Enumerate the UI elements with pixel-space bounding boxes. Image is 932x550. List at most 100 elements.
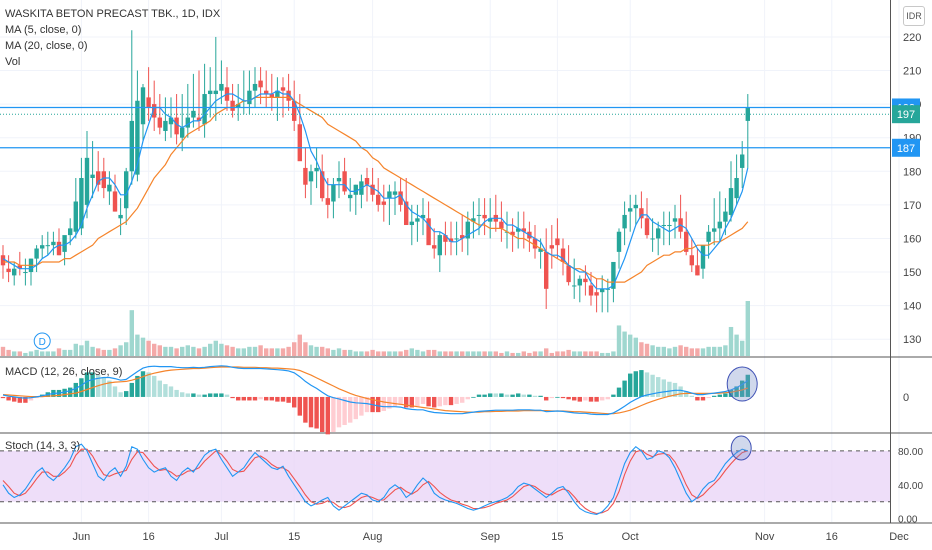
price-badge-label: 197 (897, 109, 915, 121)
stoch-band (0, 450, 890, 502)
macd-histogram-bar (62, 388, 67, 397)
macd-histogram-bar (437, 396, 442, 407)
volume-bar (432, 349, 437, 356)
macd-histogram-bar (678, 386, 683, 397)
macd-histogram-bar (359, 396, 364, 416)
candle-body (454, 238, 459, 240)
volume-bar (583, 351, 588, 356)
time-tick-label: 16 (826, 531, 838, 543)
candle-body (303, 167, 308, 185)
volume-legend-label: Vol (5, 56, 21, 68)
volume-bar (460, 351, 465, 356)
candle-body (409, 221, 414, 226)
volume-bar (493, 351, 498, 356)
volume-bar (359, 351, 364, 356)
volume-bar (275, 348, 280, 356)
volume-bar (264, 348, 269, 356)
volume-bar (465, 351, 470, 356)
candle-body (381, 201, 386, 205)
candle-body (124, 171, 129, 209)
volume-bar (695, 348, 700, 356)
candle-body (639, 208, 644, 219)
macd-histogram-bar (84, 372, 90, 397)
ma20-legend-label: MA (20, close, 0) (5, 40, 88, 52)
candle-body (264, 90, 269, 95)
candle-body (426, 218, 431, 246)
volume-bar (588, 351, 594, 356)
candle-body (420, 214, 426, 219)
macd-histogram-bar (482, 394, 487, 397)
volume-bar (303, 342, 308, 356)
candle-body (68, 228, 73, 236)
candle-body (320, 171, 325, 199)
macd-tick-label: 0 (903, 392, 909, 404)
volume-bar (56, 348, 62, 356)
price-tick-label: 130 (903, 334, 921, 346)
candle-body (0, 255, 6, 266)
volume-bar (336, 348, 342, 356)
volume-bar (560, 351, 566, 356)
volume-bar (213, 340, 218, 356)
candle-body (376, 194, 381, 205)
volume-bar (409, 348, 414, 356)
volume-bar (101, 349, 106, 356)
volume-bar (12, 351, 17, 356)
price-tick-label: 180 (903, 166, 921, 178)
macd-histogram-bar (723, 393, 728, 397)
volume-bar (40, 351, 45, 356)
volume-bar (107, 349, 112, 356)
volume-bar (404, 349, 409, 356)
macd-pane[interactable] (0, 365, 758, 435)
volume-bar (168, 346, 174, 356)
candle-body (370, 184, 375, 195)
candle-body (437, 235, 442, 256)
volume-bar (544, 348, 549, 356)
candle-body (594, 292, 599, 296)
volume-bar (728, 326, 734, 356)
macd-histogram-bar (409, 396, 414, 408)
candle-body (17, 265, 22, 269)
volume-bar (84, 340, 90, 356)
price-pane[interactable]: D (0, 30, 890, 356)
currency-badge[interactable]: IDR (903, 6, 925, 26)
volume-bar (90, 346, 95, 356)
volume-bar (118, 345, 123, 356)
macd-histogram-bar (73, 382, 78, 397)
macd-histogram-bar (700, 396, 706, 401)
candle-body (448, 238, 454, 242)
price-badge (892, 105, 920, 124)
candle-body (202, 94, 207, 125)
grid-layer (0, 0, 932, 524)
macd-histogram-bar (460, 396, 465, 403)
volume-bar (605, 352, 610, 356)
macd-histogram-bar (140, 371, 146, 397)
candle-body (695, 265, 700, 276)
main-legend: WASKITA BETON PRECAST TBK., 1D, IDX MA (… (5, 6, 220, 70)
macd-histogram-bar (644, 372, 650, 397)
candle-body (308, 171, 314, 182)
macd-histogram-bar (695, 396, 700, 401)
macd-histogram-bar (236, 396, 241, 401)
candle-body (56, 241, 62, 256)
volume-bar (644, 343, 650, 356)
stoch-pane[interactable] (0, 435, 890, 515)
price-tick-label: 140 (903, 301, 921, 313)
price-badge-label: 187 (897, 143, 915, 155)
volume-bar (448, 351, 454, 356)
macd-histogram-bar (628, 373, 633, 397)
candle-body (717, 221, 722, 229)
macd-histogram-bar (168, 386, 174, 397)
volume-bar (555, 351, 560, 356)
volume-bar (712, 346, 717, 356)
macd-histogram-bar (213, 393, 218, 397)
volume-bar (124, 342, 129, 356)
candle-body (521, 228, 526, 232)
macd-histogram-bar (465, 396, 470, 400)
candle-body (656, 228, 661, 239)
volume-bar (174, 348, 179, 356)
macd-histogram-bar (331, 396, 336, 432)
time-tick-label: 15 (288, 531, 300, 543)
time-tick-label: Oct (622, 531, 639, 543)
volume-bar (353, 351, 358, 356)
